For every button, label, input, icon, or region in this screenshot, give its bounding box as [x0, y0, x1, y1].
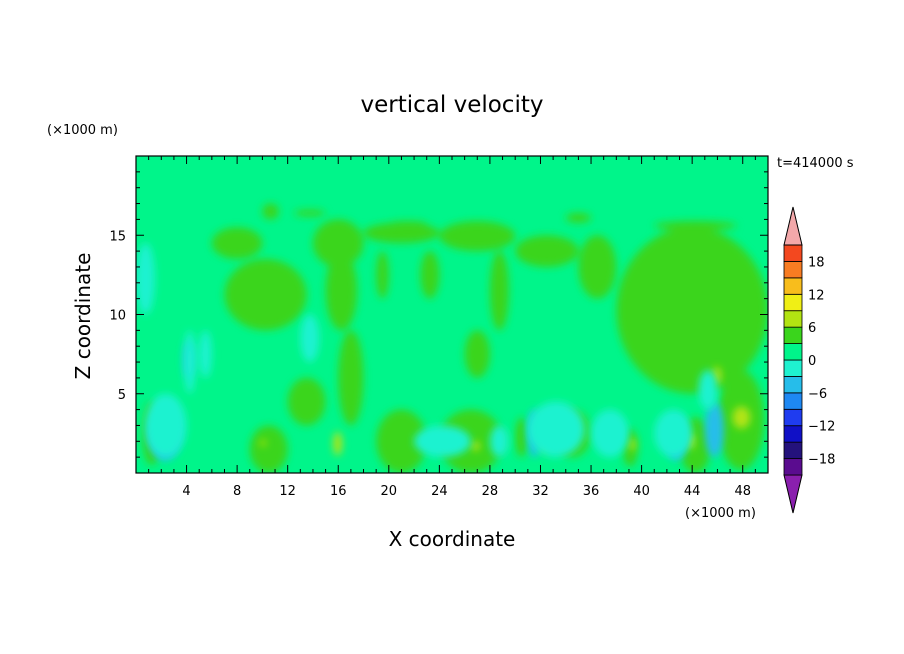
- contour-patch: [259, 439, 267, 447]
- colorbar-segment: [783, 441, 803, 459]
- contour-patch: [300, 314, 320, 363]
- colorbar-segment: [783, 244, 803, 262]
- x-tick-label: 36: [583, 484, 600, 499]
- contour-patch: [249, 425, 288, 473]
- colorbar-label: 12: [808, 288, 825, 303]
- contour-patch: [287, 377, 326, 426]
- x-tick-label: 40: [633, 484, 650, 499]
- contour-patch: [294, 209, 326, 217]
- y-tick-label: 15: [109, 229, 126, 244]
- contour-patch: [363, 222, 440, 244]
- x-tick-label: 12: [279, 484, 296, 499]
- x-tick-label: 32: [532, 484, 549, 499]
- contour-patch: [527, 401, 585, 458]
- y-axis-title: Z coordinate: [71, 253, 95, 380]
- colorbar-segment: [783, 359, 803, 377]
- contour-patch: [489, 251, 509, 331]
- colorbar-label: 18: [808, 255, 825, 270]
- contour-patch: [654, 409, 693, 458]
- colorbar-segment: [783, 392, 803, 410]
- contour-patch: [732, 406, 751, 429]
- y-tick-label: 10: [109, 309, 126, 324]
- contour-patch: [578, 235, 617, 299]
- colorbar-label: 6: [808, 321, 816, 336]
- colorbar-segment: [783, 425, 803, 443]
- contour-patch: [470, 441, 480, 451]
- contour-level-1: [259, 366, 751, 456]
- contour-patch: [420, 251, 440, 299]
- contour-patch: [439, 220, 516, 252]
- x-tick-label: 20: [381, 484, 398, 499]
- contour-patch: [376, 409, 427, 473]
- colorbar-segment: [783, 326, 803, 344]
- contour-patch: [654, 220, 737, 231]
- x-tick-label: 16: [330, 484, 347, 499]
- colorbar-label: −12: [808, 420, 835, 435]
- colorbar-segment: [783, 277, 803, 295]
- time-label: t=414000 s: [777, 156, 854, 171]
- x-tick-label: 8: [233, 484, 241, 499]
- x-tick-label: 48: [734, 484, 751, 499]
- colorbar-label: −6: [808, 387, 827, 402]
- x-tick-label: 4: [182, 484, 190, 499]
- contour-patch: [565, 213, 592, 223]
- contour-patch: [376, 251, 389, 299]
- contour-patch: [628, 438, 636, 451]
- colorbar: 18 12 6 0 −6 −12 −18: [783, 206, 835, 514]
- contour-patch: [515, 417, 528, 458]
- colorbar-segment: [783, 310, 803, 328]
- colorbar-segment: [783, 261, 803, 279]
- contour-patch: [338, 330, 364, 426]
- contour-patch: [591, 409, 629, 458]
- contour-patch: [184, 330, 196, 394]
- colorbar-segment: [783, 376, 803, 394]
- contour-patch: [414, 425, 471, 458]
- contour-patch: [199, 330, 212, 378]
- x-tick-label: 44: [684, 484, 701, 499]
- contour-patch: [704, 401, 724, 458]
- contour-patch: [333, 431, 343, 456]
- colorbar-segment: [783, 343, 803, 361]
- contour-patch: [325, 251, 358, 331]
- chart-title: vertical velocity: [361, 92, 544, 118]
- contour-patch: [616, 227, 768, 394]
- colorbar-min-triangle: [783, 474, 803, 514]
- contour-plot-area: [136, 156, 768, 473]
- contour-level-3: [136, 243, 718, 458]
- colorbar-max-triangle: [783, 206, 803, 246]
- x-tick-label: 28: [482, 484, 499, 499]
- colorbar-segment: [783, 458, 803, 476]
- contour-patch: [312, 219, 364, 267]
- colorbar-segment: [783, 408, 803, 427]
- colorbar-label: 0: [808, 354, 816, 369]
- contour-patch: [224, 259, 307, 331]
- y-axis-unit: (×1000 m): [47, 123, 118, 138]
- y-tick-label: 5: [118, 388, 126, 403]
- contour-patch: [211, 227, 263, 260]
- colorbar-segment: [783, 293, 803, 312]
- contour-patch: [698, 369, 718, 410]
- contour-patch: [515, 235, 579, 267]
- contour-patch: [144, 393, 187, 458]
- contour-regions: [136, 203, 768, 473]
- contour-patch: [489, 425, 509, 458]
- x-tick-label: 24: [431, 484, 448, 499]
- colorbar-label: −18: [808, 453, 835, 468]
- contour-patch: [439, 409, 503, 473]
- contour-patch: [136, 243, 155, 315]
- x-axis-unit: (×1000 m): [685, 506, 756, 521]
- contour-patch: [262, 203, 279, 220]
- contour-patch: [464, 330, 490, 378]
- x-axis-title: X coordinate: [389, 527, 516, 551]
